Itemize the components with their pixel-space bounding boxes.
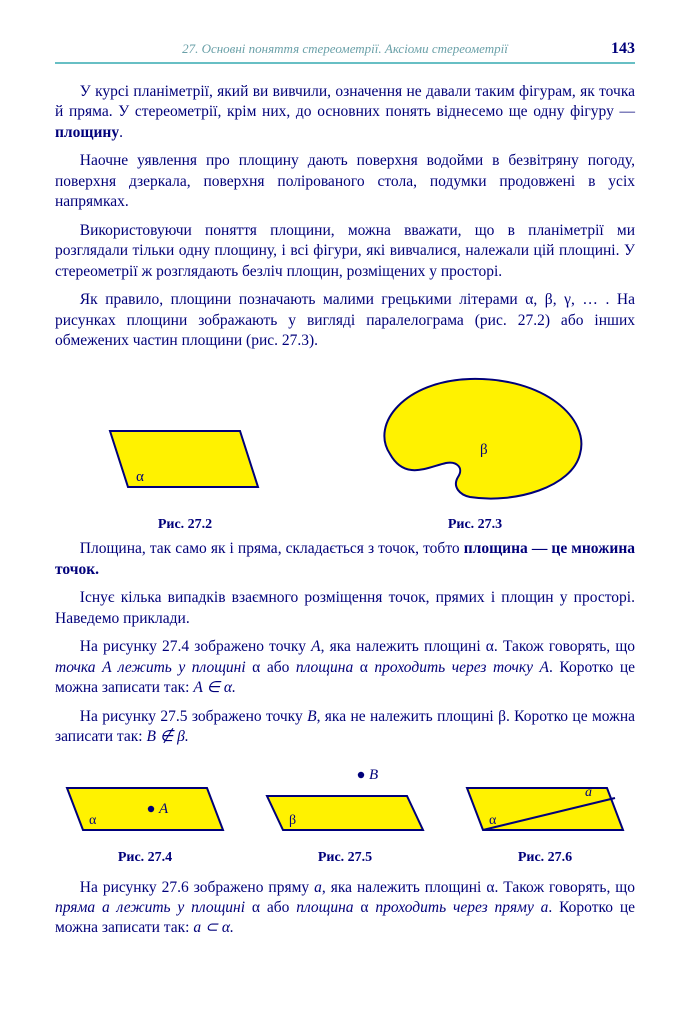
figure-caption: Рис. 27.6 xyxy=(518,850,572,866)
header-rule xyxy=(55,62,635,64)
figure-caption: Рис. 27.5 xyxy=(318,850,372,866)
figure-caption: Рис. 27.4 xyxy=(118,850,172,866)
line-name: a xyxy=(314,879,322,896)
text: α або xyxy=(245,899,296,916)
text: , яка належить площині α. Також говорять… xyxy=(321,638,635,655)
figure-27-4: α A Рис. 27.4 xyxy=(55,762,235,866)
point-label: A xyxy=(311,638,320,655)
figure-caption: Рис. 27.2 xyxy=(158,517,212,533)
plane-point-outside-icon: β B xyxy=(255,762,435,842)
text: На рисунку 27.6 зображено пряму xyxy=(80,879,314,896)
phrase: проходить через пряму a xyxy=(375,899,548,916)
text: На рисунку 27.4 зображено точку xyxy=(80,638,311,655)
point-label: A xyxy=(158,801,169,817)
paragraph-4: Як правило, площини позначають малими гр… xyxy=(55,290,635,351)
text: На рисунку 27.5 зображено точку xyxy=(80,708,307,725)
parallelogram-icon: α xyxy=(90,409,280,509)
plane-label: α xyxy=(136,469,144,485)
figure-27-6: α a Рис. 27.6 xyxy=(455,762,635,866)
paragraph-8: На рисунку 27.5 зображено точку B, яка н… xyxy=(55,707,635,748)
term-plane: площину xyxy=(55,124,119,141)
page-number: 143 xyxy=(587,40,635,58)
math: B ∉ β. xyxy=(146,728,188,745)
point-icon xyxy=(358,771,364,777)
plane-label: β xyxy=(289,813,296,828)
text: . xyxy=(119,124,123,141)
page: 27. Основні поняття стереометрії. Аксіом… xyxy=(0,0,690,1029)
text: α або xyxy=(246,659,296,676)
blob-icon: β xyxy=(350,369,600,509)
math: a ⊂ α. xyxy=(193,919,234,936)
text: , яка належить площині α. Також говорять… xyxy=(322,879,635,896)
plane-with-line-icon: α a xyxy=(455,762,635,842)
phrase: площина xyxy=(296,659,353,676)
figure-row-2: α A Рис. 27.4 β B Рис. 27.5 α a Рис. 27. xyxy=(55,762,635,866)
point-label: B xyxy=(307,708,316,725)
paragraph-9: На рисунку 27.6 зображено пряму a, яка н… xyxy=(55,878,635,939)
plane-label: α xyxy=(89,813,97,828)
point-label: B xyxy=(369,767,378,783)
math: A ∈ α. xyxy=(193,679,235,696)
paragraph-6: Існує кілька випадків взаємного розміщен… xyxy=(55,588,635,629)
figure-27-5: β B Рис. 27.5 xyxy=(255,762,435,866)
text: У курсі планіметрії, який ви вивчили, оз… xyxy=(55,83,635,120)
paragraph-7: На рисунку 27.4 зображено точку A, яка н… xyxy=(55,637,635,698)
figure-27-3: β Рис. 27.3 xyxy=(350,369,600,533)
phrase: точка A лежить у площині xyxy=(55,659,246,676)
text: α xyxy=(354,899,376,916)
chapter-title: 27. Основні поняття стереометрії. Аксіом… xyxy=(103,41,587,57)
plane-with-point-icon: α A xyxy=(55,762,235,842)
paragraph-3: Використовуючи поняття площини, можна вв… xyxy=(55,221,635,282)
figure-27-2: α Рис. 27.2 xyxy=(90,409,280,533)
point-icon xyxy=(148,805,154,811)
text: Площина, так само як і пряма, складаєтьс… xyxy=(80,540,464,557)
phrase: пряма a лежить у площині xyxy=(55,899,245,916)
plane-label: α xyxy=(489,813,497,828)
paragraph-1: У курсі планіметрії, який ви вивчили, оз… xyxy=(55,82,635,143)
plane-label: β xyxy=(480,442,488,458)
figure-caption: Рис. 27.3 xyxy=(448,517,502,533)
page-header: 27. Основні поняття стереометрії. Аксіом… xyxy=(55,40,635,58)
figure-row-1: α Рис. 27.2 β Рис. 27.3 xyxy=(55,369,635,533)
paragraph-2: Наочне уявлення про площину дають поверх… xyxy=(55,151,635,212)
text: α xyxy=(353,659,374,676)
paragraph-5: Площина, так само як і пряма, складаєтьс… xyxy=(55,539,635,580)
phrase: проходить через точку A xyxy=(374,659,549,676)
line-label: a xyxy=(585,785,592,800)
phrase: площина xyxy=(296,899,353,916)
